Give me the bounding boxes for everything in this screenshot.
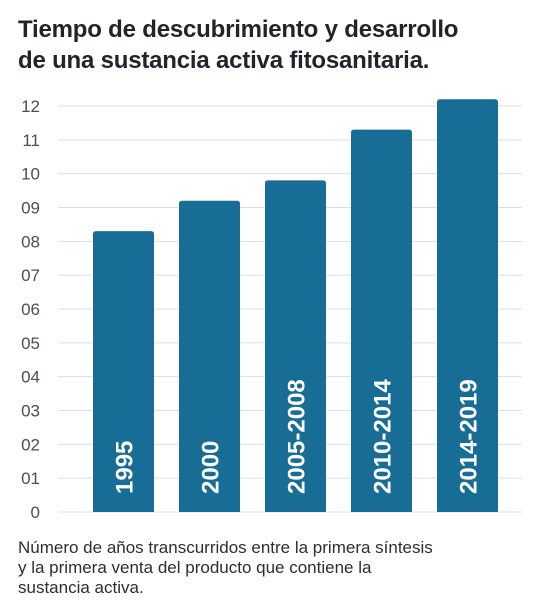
y-tick-label: 03 xyxy=(21,402,40,421)
bar xyxy=(93,231,154,512)
bar-label: 2005-2008 xyxy=(284,379,311,494)
caption-line-1: Número de años transcurridos entre la pr… xyxy=(18,538,433,557)
y-tick-label: 07 xyxy=(21,266,40,285)
y-tick-label: 02 xyxy=(21,435,40,454)
y-tick-label: 10 xyxy=(21,165,40,184)
y-tick-label: 12 xyxy=(21,97,40,116)
bar xyxy=(265,180,326,512)
chart-title-line-2: de una sustancia activa fitosanitaria. xyxy=(18,47,430,74)
y-tick-label: 0 xyxy=(31,503,40,522)
y-tick-label: 09 xyxy=(21,199,40,218)
caption-line-2: y la primera venta del producto que cont… xyxy=(18,558,372,577)
chart-title-line-1: Tiempo de descubrimiento y desarrollo xyxy=(18,16,459,43)
y-tick-label: 04 xyxy=(21,368,40,387)
bar xyxy=(437,99,498,512)
bar-label: 2014-2019 xyxy=(456,379,483,494)
bar-label: 2010-2014 xyxy=(370,379,397,494)
y-tick-label: 06 xyxy=(21,300,40,319)
y-tick-label: 11 xyxy=(22,131,40,150)
bar xyxy=(179,200,240,512)
caption-line-3: sustancia activa. xyxy=(18,578,144,597)
bar xyxy=(351,129,412,512)
bar-label: 1995 xyxy=(112,441,139,494)
y-tick-label: 01 xyxy=(21,469,40,488)
chart-caption: Número de años transcurridos entre la pr… xyxy=(18,538,533,598)
chart-title: Tiempo de descubrimiento y desarrollo de… xyxy=(18,14,528,76)
y-tick-label: 08 xyxy=(21,232,40,251)
bar-label: 2000 xyxy=(198,441,225,494)
y-tick-label: 05 xyxy=(21,334,40,353)
